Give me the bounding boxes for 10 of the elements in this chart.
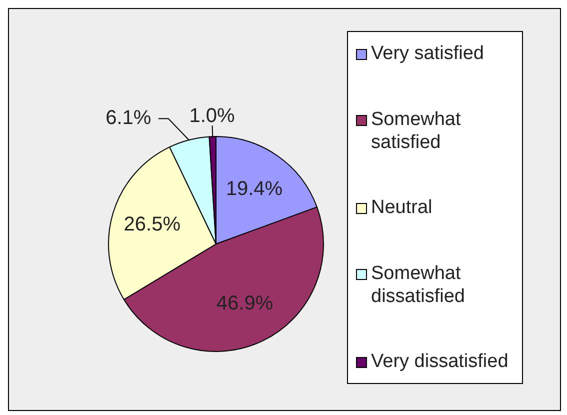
data-label: 19.4% (226, 178, 283, 200)
data-label: 46.9% (216, 292, 274, 315)
data-label: 26.5% (124, 213, 181, 236)
data-label: 6.1% (106, 107, 152, 130)
legend-label: Somewhat satisfied (371, 108, 462, 154)
legend-label: Somewhat dissatisfied (371, 262, 466, 308)
data-label: 1.0% (189, 105, 235, 128)
legend-label: Very dissatisfied (371, 350, 508, 373)
legend-label: Neutral (371, 196, 432, 219)
legend-label: Very satisfied (371, 42, 484, 65)
